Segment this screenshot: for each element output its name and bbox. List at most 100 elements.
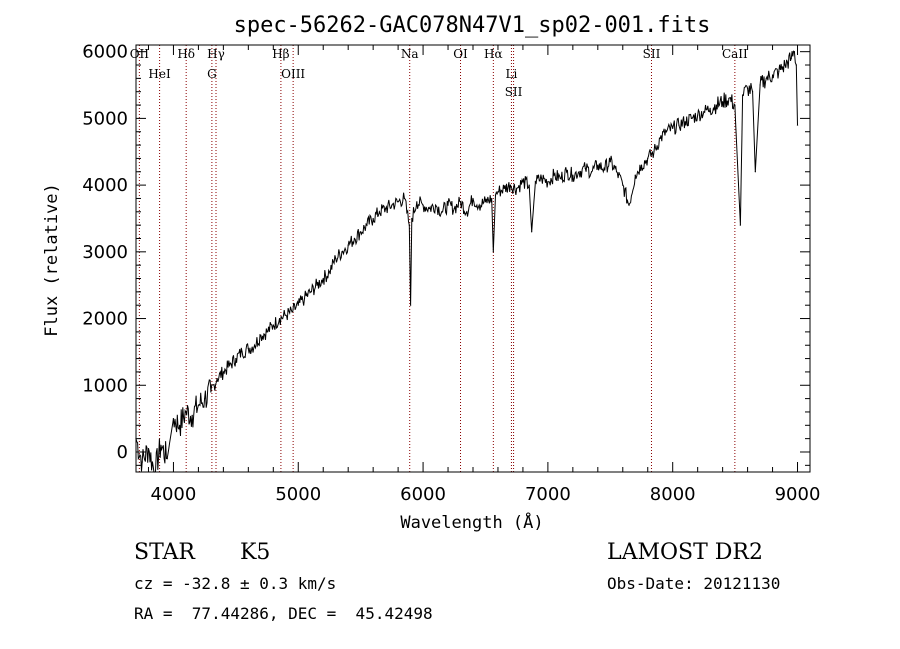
spectrum-point [166, 458, 168, 460]
spectrum-point [516, 187, 518, 190]
spectrum-point [559, 177, 561, 180]
spectrum-point [179, 424, 181, 426]
y-tick-label: 1000 [82, 375, 128, 396]
line-marker-label: Li [506, 67, 518, 81]
spectrum-point [253, 344, 256, 346]
spectrum-point [659, 137, 661, 140]
redshift-cz: cz = -32.8 ± 0.3 km/s [134, 574, 337, 593]
spectrum-point [453, 207, 455, 210]
spectrum-point [628, 204, 630, 206]
line-marker-label: Hδ [177, 47, 195, 61]
spectrum-point [547, 181, 549, 183]
spectrum-point [509, 184, 512, 186]
spectrum-point [459, 201, 462, 203]
spectrum-point [191, 414, 193, 416]
spectrum-point [135, 438, 137, 440]
line-marker-label: OIII [281, 67, 305, 81]
spectrum-point [603, 167, 605, 170]
line-marker-label: SII [505, 85, 523, 99]
spectrum-point [597, 164, 599, 166]
spectrum-point [408, 224, 410, 226]
spectrum-point [403, 197, 405, 200]
spectrum-point [360, 231, 362, 233]
spectrum-point [793, 51, 795, 53]
x-tick-label: 7000 [525, 484, 571, 505]
spectrum-point [759, 84, 761, 86]
line-marker-label: Hα [484, 47, 503, 61]
axes: 4000 5000 6000 7000 8000 9000 0 1000 2000 3000 400… [82, 42, 820, 505]
spectrum-point [795, 64, 797, 66]
spectrum-point [266, 331, 268, 333]
spectrum-point [441, 211, 443, 213]
spectrum-point [409, 304, 412, 306]
spectrum-point [204, 398, 206, 400]
spectrum-point [609, 161, 611, 163]
spectrum-point [578, 171, 580, 173]
spectrum-point [765, 77, 767, 79]
spectrum-point [210, 391, 212, 393]
spectrum-point [684, 121, 686, 123]
spectrum-point [715, 104, 717, 106]
spectrum-point [335, 257, 337, 260]
spectrum-point [703, 111, 705, 113]
spectrum-point [216, 377, 218, 380]
spectrum-point [771, 74, 774, 76]
spectrum-point [584, 167, 586, 170]
spectrum-point [640, 164, 643, 166]
spectrum-point [328, 271, 331, 273]
y-tick-label: 0 [117, 442, 128, 463]
spectrum-point [478, 204, 480, 206]
line-marker-label: G [207, 67, 217, 81]
spectrum-point [278, 317, 281, 320]
spectrum-point [734, 104, 736, 106]
spectrum-point [378, 211, 380, 213]
x-tick-label: 6000 [400, 484, 446, 505]
line-marker-label: HeI [148, 67, 171, 81]
spectrum-line [135, 50, 798, 473]
coordinates: RA = 77.44286, DEC = 45.42498 [134, 604, 433, 623]
spectrum-point [411, 217, 413, 220]
obs-date: Obs-Date: 20121130 [607, 574, 781, 593]
survey-name: LAMOST DR2 [607, 540, 763, 565]
spectrum-point [297, 304, 299, 306]
spectrum-point [492, 251, 494, 253]
spectrum-point [222, 371, 224, 373]
spectrum-point [531, 231, 533, 233]
spectrum-point [697, 114, 699, 116]
spectrum-point [434, 204, 437, 206]
spectrum-point [147, 448, 150, 450]
y-tick-label: 3000 [82, 242, 128, 263]
spectrum-point [197, 404, 200, 406]
spectrum-point [528, 184, 530, 186]
spectrum-point [739, 224, 741, 226]
spectrum-point [534, 181, 537, 183]
spectrum-point [491, 197, 493, 200]
x-tick-label: 9000 [775, 484, 821, 505]
spectrum-point [428, 207, 430, 210]
spectrum-point [397, 201, 399, 203]
spectrum-point [541, 177, 543, 180]
spectrum-point [247, 347, 249, 350]
line-marker-label: OII [130, 47, 150, 61]
spectrum-point [634, 174, 636, 176]
spectrum-point [754, 171, 756, 173]
spectrum-point [653, 151, 655, 153]
spectrum-point [391, 204, 393, 206]
spectrum-point [722, 101, 724, 103]
line-marker-label: SII [643, 47, 661, 61]
spectrum-point [690, 117, 693, 119]
spectrum-point [185, 411, 187, 413]
spectrum-point [503, 187, 505, 190]
spectrum-point [141, 461, 143, 463]
spectrum-point [472, 197, 474, 200]
spectrum-point [285, 314, 287, 316]
spectrum-point [484, 201, 487, 203]
spectrum-series [135, 50, 799, 473]
spectrum-point [322, 277, 324, 280]
spectrum-point [622, 184, 624, 186]
line-marker-label: OI [453, 47, 468, 61]
spectrum-point [590, 171, 593, 173]
spectrum-point [316, 284, 318, 286]
line-marker-label: Hβ [272, 47, 289, 61]
